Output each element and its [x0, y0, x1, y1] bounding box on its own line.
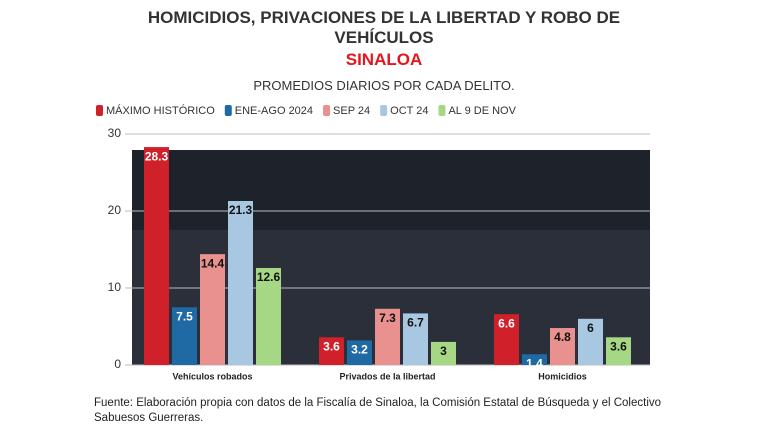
x-tick-label: Privados de la libertad: [339, 371, 435, 381]
y-tick-label: 30: [108, 126, 122, 140]
legend-swatch: [96, 105, 103, 116]
data-label: 3.2: [351, 343, 368, 357]
bar: [606, 337, 631, 365]
legend-swatch: [438, 105, 446, 116]
data-label: 12.6: [257, 270, 281, 284]
data-label: 28.3: [145, 149, 169, 163]
legend-swatch: [224, 105, 232, 116]
source-note: Fuente: Elaboración propia con datos de …: [94, 397, 662, 424]
bar: [200, 254, 225, 365]
bar: [347, 340, 372, 365]
legend-label: AL 9 DE NOV: [448, 105, 516, 117]
chart-title: HOMICIDIOS, PRIVACIONES DE LA LIBERTAD Y…: [147, 8, 621, 47]
legend-swatch: [323, 105, 331, 116]
x-tick-label: Vehículos robados: [172, 371, 252, 381]
data-label: 6: [587, 321, 594, 335]
bar: [522, 354, 547, 365]
bar: [256, 267, 281, 365]
legend-label: SEP 24: [333, 105, 370, 117]
y-tick-label: 20: [108, 203, 122, 217]
legend-label: ENE-AGO 2024: [235, 105, 313, 117]
y-tick-label: 0: [114, 357, 121, 371]
data-label: 4.8: [554, 330, 571, 344]
data-label: 21.3: [229, 203, 253, 217]
bar: [403, 313, 428, 365]
bar: [144, 147, 169, 365]
data-label: 7.3: [379, 311, 396, 325]
bar: [431, 341, 456, 365]
background-photo-sky: [132, 150, 650, 230]
data-label: 1.4: [526, 356, 543, 370]
data-label: 7.5: [176, 309, 193, 323]
chart-region: SINALOA: [345, 50, 423, 69]
data-label: 3: [440, 344, 447, 358]
legend-label: MÁXIMO HISTÓRICO: [106, 104, 215, 117]
data-label: 3.6: [323, 339, 340, 353]
bar: [375, 308, 400, 365]
bar: [550, 328, 575, 365]
data-label: 14.4: [201, 256, 225, 270]
legend-label: OCT 24: [390, 105, 428, 117]
bar: [228, 200, 253, 365]
bar: [494, 314, 519, 365]
data-label: 3.6: [610, 339, 627, 353]
bar: [319, 337, 344, 365]
y-tick-label: 10: [108, 280, 122, 294]
data-label: 6.7: [407, 316, 424, 330]
bar: [578, 318, 603, 365]
bar: [172, 307, 197, 365]
data-label: 6.6: [498, 316, 515, 330]
legend-swatch: [380, 105, 388, 116]
chart-subtitle: PROMEDIOS DIARIOS POR CADA DELITO.: [253, 78, 515, 93]
x-tick-label: Homicidios: [538, 371, 587, 381]
